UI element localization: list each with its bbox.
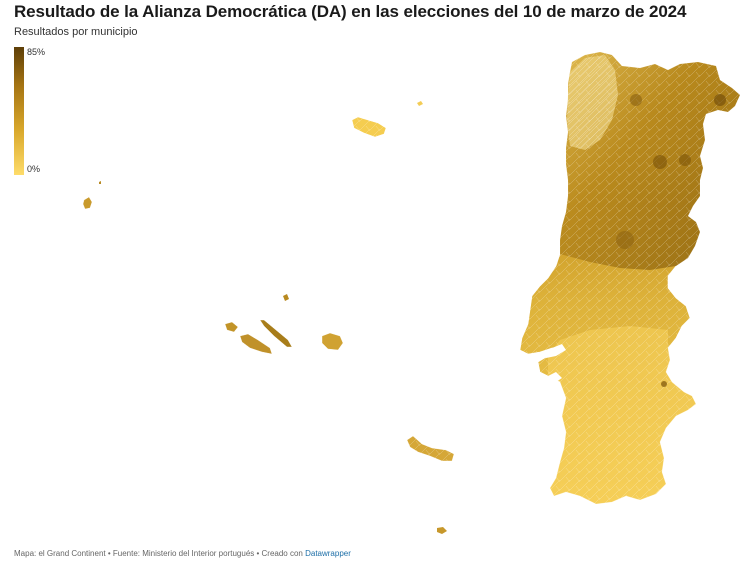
dark-hotspot xyxy=(653,155,667,169)
sado-estuary xyxy=(548,372,562,382)
map-title: Resultado de la Alianza Democrática (DA)… xyxy=(14,2,687,21)
legend-max-label: 85% xyxy=(27,47,46,57)
mainland-portugal[interactable] xyxy=(519,51,740,505)
datawrapper-link[interactable]: Datawrapper xyxy=(305,549,351,558)
map-footer: Mapa: el Grand Continent • Fuente: Minis… xyxy=(14,549,351,558)
dark-hotspot xyxy=(630,94,642,106)
island-terceira[interactable] xyxy=(321,332,344,351)
azores-islands[interactable] xyxy=(82,181,455,534)
island-santa-maria[interactable] xyxy=(437,527,447,534)
dark-hotspot xyxy=(679,154,691,166)
island-pico[interactable] xyxy=(239,333,273,355)
island-faial[interactable] xyxy=(224,321,239,333)
dark-hotspot xyxy=(661,381,667,387)
map-subtitle: Resultados por municipio xyxy=(14,26,138,38)
color-legend-bar xyxy=(14,47,24,175)
legend-min-label: 0% xyxy=(27,164,41,174)
dark-hotspot xyxy=(714,94,726,106)
madeira-main-grid xyxy=(352,117,386,137)
madeira-islands[interactable] xyxy=(351,101,423,138)
porto-santo-island[interactable] xyxy=(417,101,423,106)
island-corvo[interactable] xyxy=(99,181,101,184)
island-flores[interactable] xyxy=(82,196,93,210)
island-sao-jorge[interactable] xyxy=(259,319,293,348)
island-graciosa[interactable] xyxy=(283,294,289,301)
dark-hotspot xyxy=(616,231,634,249)
footer-source-text: Mapa: el Grand Continent • Fuente: Minis… xyxy=(14,549,306,558)
tagus-estuary xyxy=(540,344,566,358)
island-sao-miguel-grid xyxy=(407,436,454,461)
mainland-municipality-grid xyxy=(520,52,740,504)
